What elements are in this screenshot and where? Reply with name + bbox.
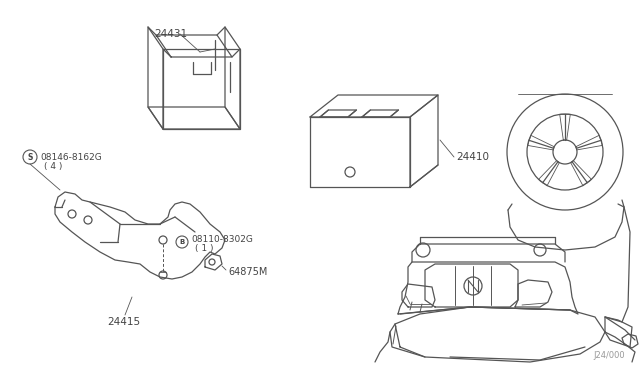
Text: 24410: 24410 [456,152,489,162]
Text: S: S [28,153,33,161]
Text: J24/000: J24/000 [593,351,625,360]
Text: 08110-8302G: 08110-8302G [191,234,253,244]
Text: 24415: 24415 [107,317,140,327]
Text: ( 4 ): ( 4 ) [44,161,62,170]
Text: B: B [179,239,184,245]
Text: 08146-8162G: 08146-8162G [40,153,102,161]
Text: 24431: 24431 [154,29,187,39]
Text: 64875M: 64875M [228,267,268,277]
Text: ( 1 ): ( 1 ) [195,244,214,253]
